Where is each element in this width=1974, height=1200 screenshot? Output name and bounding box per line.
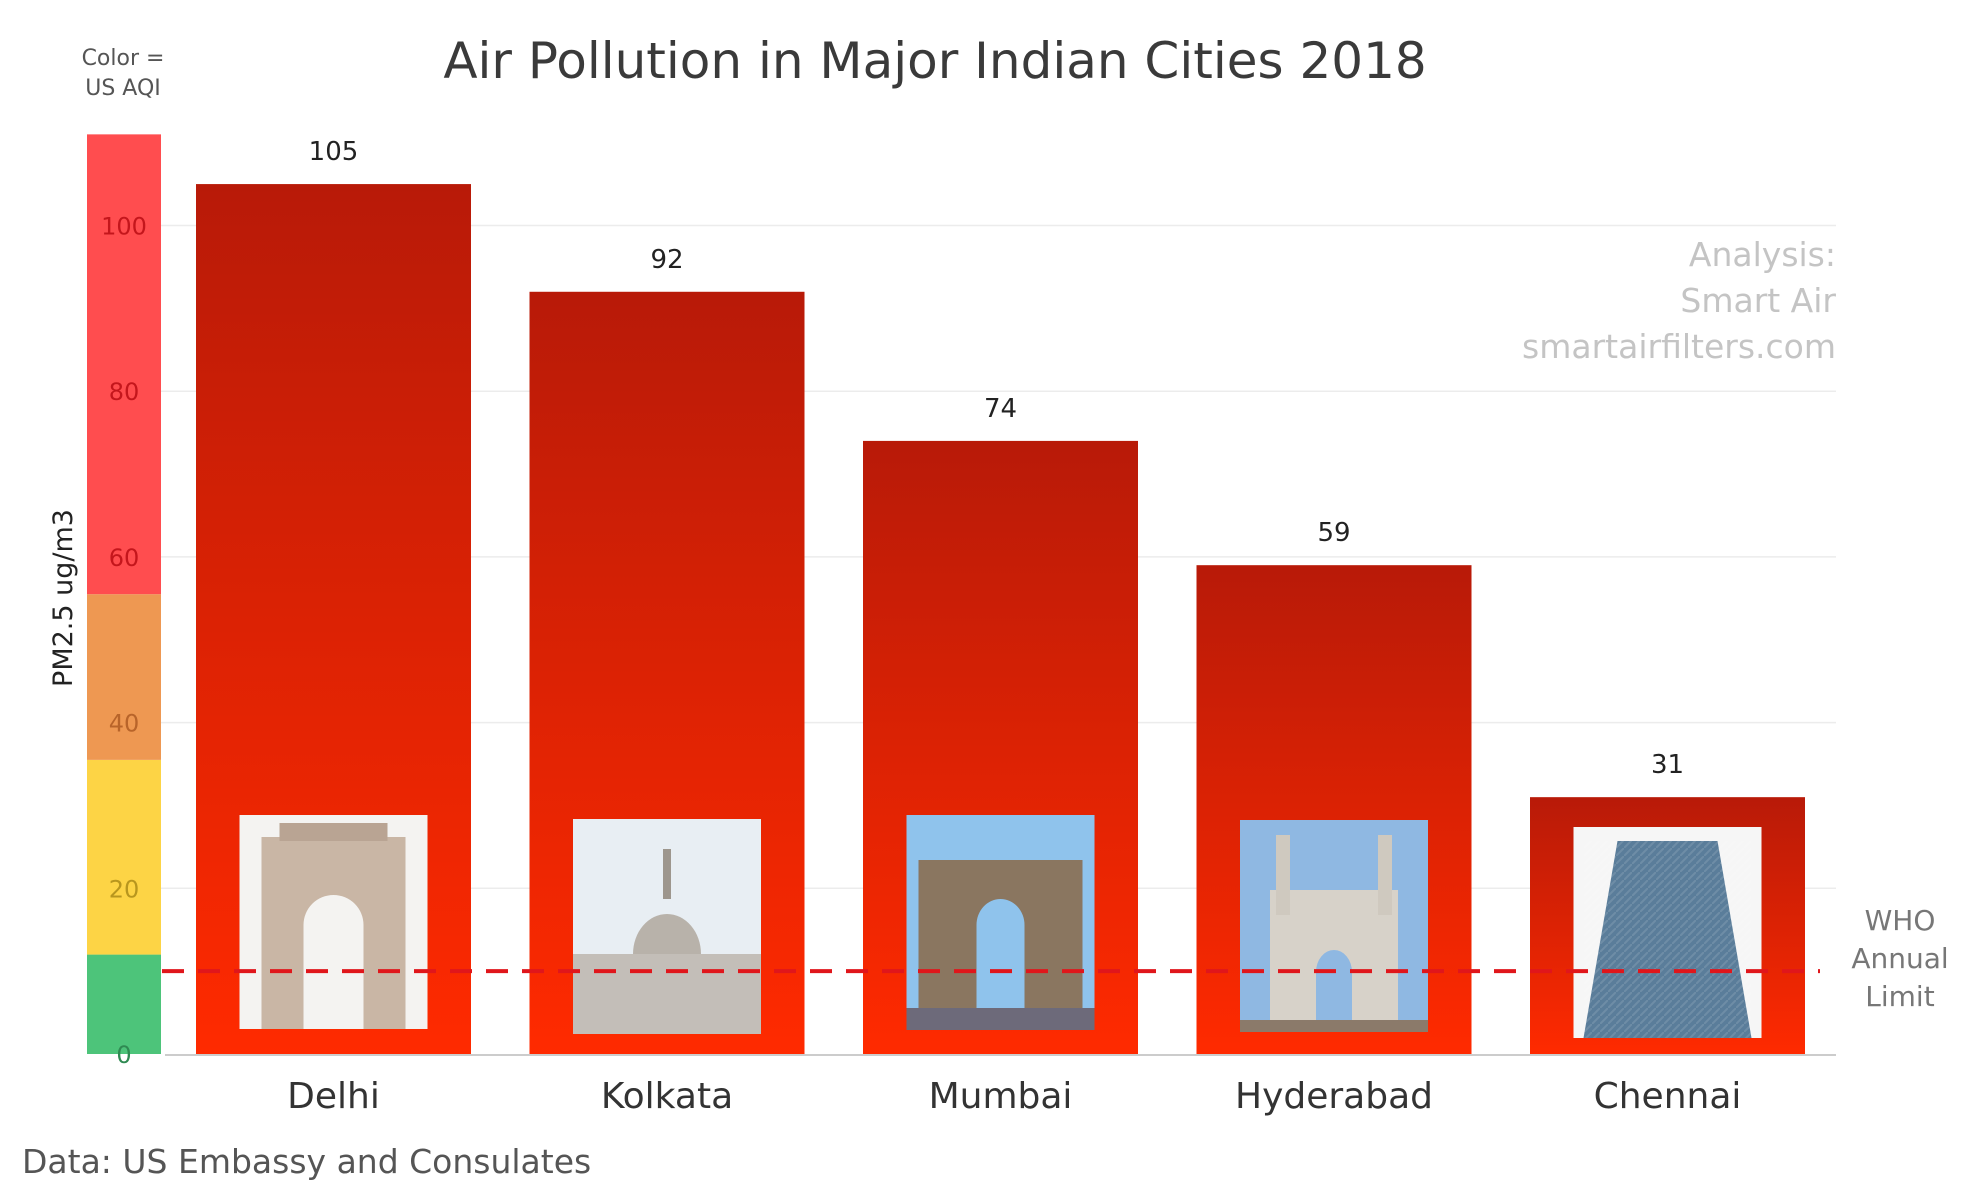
y-tick-label: 80	[109, 378, 140, 406]
who-label-line: Limit	[1865, 980, 1934, 1013]
aqi-band	[87, 594, 161, 760]
credit-line-3: smartairfilters.com	[1522, 327, 1836, 366]
y-tick-label: 20	[109, 875, 140, 903]
landmark-photo	[573, 819, 761, 1034]
analysis-credit: Analysis: Smart Air smartairfilters.com	[1522, 235, 1836, 366]
landmark-photo	[1240, 820, 1428, 1032]
data-label: 92	[650, 245, 683, 275]
landmark-photo	[239, 815, 428, 1029]
legend-title-line-1: Color =	[82, 46, 165, 71]
credit-line-1: Analysis:	[1689, 235, 1836, 274]
y-axis-ticks: 0 20 40 60 80 100	[101, 213, 147, 1070]
x-tick-label: Chennai	[1594, 1076, 1742, 1117]
data-label: 31	[1651, 750, 1684, 780]
y-tick-label: 40	[109, 710, 140, 738]
landmark-photos	[239, 815, 1762, 1038]
y-tick-label: 0	[116, 1041, 131, 1069]
data-label: 105	[309, 137, 359, 167]
credit-line-2: Smart Air	[1680, 281, 1836, 320]
data-source: Data: US Embassy and Consulates	[22, 1142, 591, 1181]
who-label-line: WHO	[1865, 904, 1936, 937]
data-label: 59	[1317, 518, 1350, 548]
x-tick-label: Hyderabad	[1235, 1076, 1433, 1117]
who-label-line: Annual	[1851, 942, 1948, 975]
x-axis-category-labels: Delhi Kolkata Mumbai Hyderabad Chennai	[287, 1076, 1741, 1117]
data-label: 74	[984, 394, 1017, 424]
aqi-band	[87, 954, 161, 1054]
data-labels: 105 92 74 59 31	[309, 137, 1684, 780]
landmark-photo	[1573, 827, 1762, 1038]
y-axis-label: PM2.5 ug/m3	[48, 509, 79, 687]
aqi-band	[87, 759, 161, 955]
chart-title: Air Pollution in Major Indian Cities 201…	[443, 32, 1426, 90]
who-limit-label: WHO Annual Limit	[1851, 904, 1948, 1013]
legend-title-line-2: US AQI	[85, 76, 161, 101]
y-tick-label: 60	[109, 544, 140, 572]
aqi-color-scale	[87, 134, 161, 1054]
landmark-photo	[906, 815, 1095, 1030]
x-tick-label: Delhi	[287, 1076, 380, 1117]
x-tick-label: Mumbai	[929, 1076, 1073, 1117]
aqi-band	[87, 134, 161, 595]
x-tick-label: Kolkata	[601, 1076, 733, 1117]
y-tick-label: 100	[101, 213, 147, 241]
